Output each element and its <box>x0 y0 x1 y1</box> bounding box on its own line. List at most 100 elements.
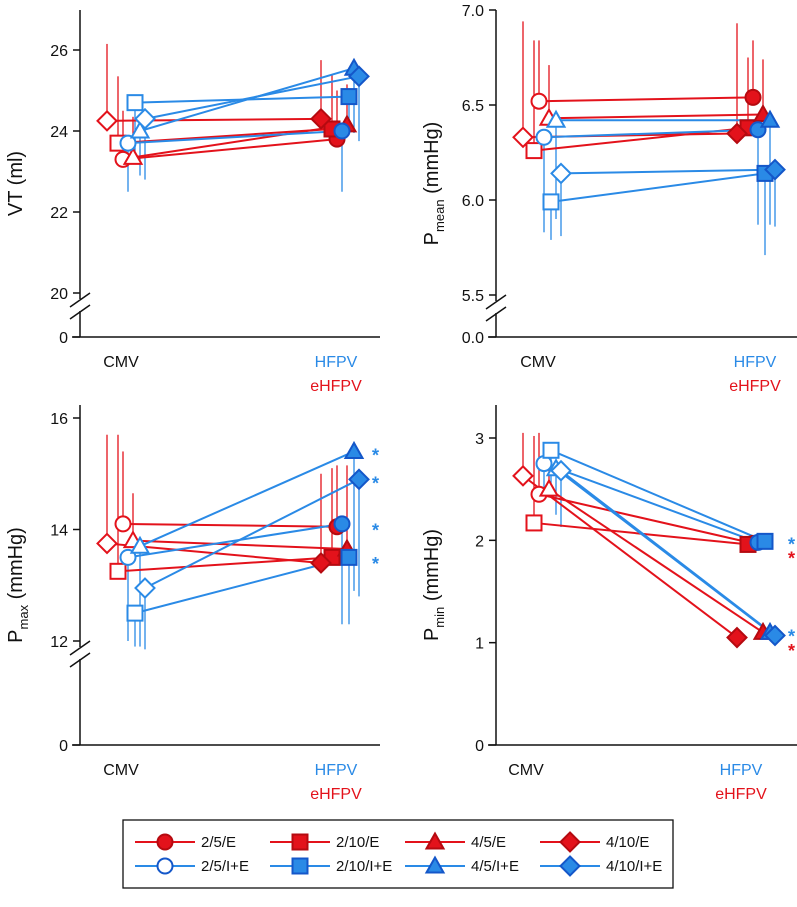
y-axis-label: VT (ml) <box>5 151 27 216</box>
panel-1: 0.0 5.5 6.0 6.5 7.0 Pmean (mmHg) CMV HFPV eHFPV <box>421 3 797 395</box>
data-point-cmv <box>126 604 144 622</box>
data-point-hfpv <box>333 515 351 533</box>
y-tick-label: 1 <box>475 636 484 653</box>
series-line-2/10/I+E <box>134 556 350 615</box>
axis-break-mark <box>485 306 507 322</box>
x-label-cmv: CMV <box>508 762 544 779</box>
series-line-4/10/I+E <box>144 478 360 589</box>
y-tick-label: 26 <box>50 43 68 60</box>
y-tick-label: 0.0 <box>462 330 484 347</box>
data-point-hfpv <box>310 107 332 130</box>
significance-marker: ** <box>788 534 797 554</box>
x-label-cmv: CMV <box>520 354 556 371</box>
legend-marker-circle <box>156 833 174 851</box>
significance-marker: * <box>372 445 381 465</box>
y-tick-label: 14 <box>50 523 68 540</box>
series-line-4/5/E <box>548 113 764 120</box>
y-tick-label: 6.5 <box>462 98 484 115</box>
y-tick-label: 3 <box>475 431 484 448</box>
y-tick-label: 0 <box>59 738 68 755</box>
y-axis-label: Pmean (mmHg) <box>421 122 447 246</box>
axis-break-mark <box>485 294 507 310</box>
data-point-hfpv <box>726 122 748 145</box>
data-point-cmv <box>542 193 560 211</box>
panel-2: 0 12 14 16 Pmax (mmHg) CMV HFPV eHFPV * * * * <box>5 405 381 803</box>
legend-marker-circle <box>156 857 174 875</box>
y-label-unit: (mmHg) <box>421 122 443 200</box>
data-point-cmv <box>545 109 567 128</box>
axis-break-mark <box>69 640 91 656</box>
series-line-4/5/E <box>548 488 764 634</box>
axis-break-mark <box>69 652 91 668</box>
y-tick-label: 7.0 <box>462 3 484 20</box>
y-tick-label: 24 <box>50 124 68 141</box>
data-point-cmv <box>550 459 572 482</box>
data-point-hfpv <box>340 88 358 106</box>
data-point-cmv <box>119 134 137 152</box>
legend-label: 4/10/I+E <box>606 858 662 875</box>
y-tick-label: 16 <box>50 411 68 428</box>
x-label-ehfpv: eHFPV <box>729 378 781 395</box>
data-point-hfpv <box>764 624 786 647</box>
axis-break-gap <box>493 301 499 313</box>
data-point-cmv <box>134 577 156 599</box>
y-tick-label: 0 <box>475 738 484 755</box>
legend-label: 4/5/I+E <box>471 858 519 875</box>
legend-marker-diamond <box>559 831 581 853</box>
axis-break-mark <box>69 304 91 320</box>
data-point-cmv <box>538 478 560 497</box>
legend-marker-square <box>291 833 309 851</box>
data-point-cmv <box>512 464 534 487</box>
data-point-cmv <box>109 562 127 580</box>
series-line-4/5/E <box>132 123 348 159</box>
y-tick-label: 22 <box>50 205 68 222</box>
legend-marker-square <box>291 857 309 875</box>
data-point-hfpv <box>744 88 762 106</box>
legend: 2/5/E 2/10/E 4/5/E 4/10/E 2/5/I+E 2/10/I+E 4/5… <box>122 819 674 889</box>
x-label-cmv: CMV <box>103 354 139 371</box>
series-line-2/10/I+E <box>550 449 766 543</box>
legend-label: 2/10/E <box>336 834 379 851</box>
x-label-ehfpv: eHFPV <box>310 786 362 803</box>
legend-label: 4/5/E <box>471 834 506 851</box>
y-tick-label: 2 <box>475 533 484 550</box>
data-point-cmv <box>122 146 144 165</box>
data-point-hfpv <box>764 158 786 181</box>
y-label-main: P <box>5 629 27 642</box>
data-point-cmv <box>134 107 156 130</box>
axis-break-gap <box>77 647 83 659</box>
data-point-cmv <box>126 94 144 112</box>
legend-label: 2/5/E <box>201 834 236 851</box>
y-axis-label: Pmin (mmHg) <box>421 529 447 641</box>
y-label-unit: (mmHg) <box>421 529 443 607</box>
series-line-2/5/E <box>538 493 754 545</box>
legend-marker-triangle <box>424 831 446 850</box>
x-label-ehfpv: eHFPV <box>715 786 767 803</box>
y-label-unit: (mmHg) <box>5 527 27 605</box>
legend-marker-triangle <box>424 855 446 874</box>
data-point-cmv <box>550 162 572 185</box>
y-tick-label: 6.0 <box>462 193 484 210</box>
series-line-4/5/I+E <box>139 450 355 548</box>
data-point-cmv <box>129 535 151 554</box>
data-point-cmv <box>114 515 132 533</box>
series-line-2/5/E <box>122 522 338 528</box>
data-point-hfpv <box>333 122 351 140</box>
y-tick-label: 20 <box>50 286 68 303</box>
series-line-2/10/I+E <box>550 172 766 203</box>
x-label-hfpv: HFPV <box>720 762 763 779</box>
series-line-2/5/I+E <box>543 128 759 139</box>
y-tick-label: 0 <box>59 330 68 347</box>
data-point-cmv <box>512 126 534 149</box>
legend-label: 4/10/E <box>606 834 649 851</box>
series-line-4/10/I+E <box>560 168 776 175</box>
y-label-main: VT (ml) <box>5 151 27 216</box>
data-point-hfpv <box>348 468 370 491</box>
significance-marker: * <box>372 554 381 574</box>
data-point-hfpv <box>343 440 365 459</box>
series-line-4/5/E <box>132 539 348 551</box>
data-point-cmv <box>542 441 560 459</box>
data-point-cmv <box>96 109 118 132</box>
axis-break-gap <box>77 299 83 311</box>
